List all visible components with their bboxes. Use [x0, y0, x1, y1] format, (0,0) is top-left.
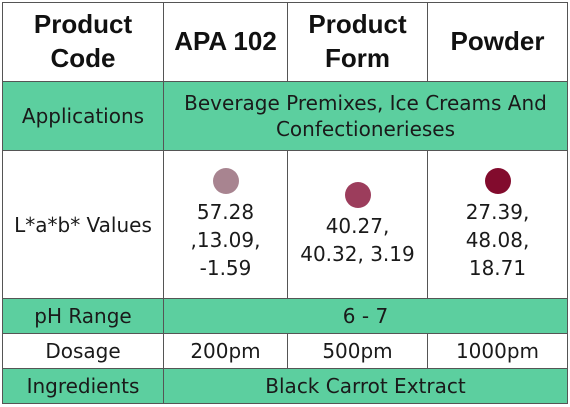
lab-value-line: ,13.09,	[190, 227, 261, 252]
dosage-value: 1000pm	[427, 333, 568, 369]
lab-value-line: 18.71	[468, 255, 527, 280]
ingredients-row: Ingredients Black Carrot Extract	[2, 368, 568, 404]
lab-value-line: 40.32, 3.19	[300, 241, 415, 266]
lab-sample-3: 27.39, 48.08, 18.71	[427, 150, 568, 299]
applications-row: Applications Beverage Premixes, Ice Crea…	[2, 81, 568, 151]
ph-range-value: 6 - 7	[163, 298, 568, 334]
ph-range-row: pH Range 6 - 7	[2, 298, 568, 334]
dosage-row: Dosage 200pm 500pm 1000pm	[2, 333, 568, 369]
ingredients-label: Ingredients	[2, 368, 164, 404]
color-swatch	[344, 181, 371, 208]
lab-value-line: 27.39,	[465, 199, 530, 224]
product-code-value: APA 102	[163, 2, 288, 82]
header-row: Product Code APA 102 Product Form Powder	[2, 2, 568, 82]
color-swatch	[212, 167, 239, 194]
lab-sample-2: 40.27, 40.32, 3.19	[287, 150, 428, 299]
lab-values-label: L*a*b* Values	[2, 150, 164, 299]
dosage-value: 500pm	[287, 333, 428, 369]
lab-value-line: -1.59	[199, 255, 252, 280]
dosage-label: Dosage	[2, 333, 164, 369]
color-swatch	[484, 167, 511, 194]
product-form-label: Product Form	[287, 2, 428, 82]
ph-range-label: pH Range	[2, 298, 164, 334]
ingredients-value: Black Carrot Extract	[163, 368, 568, 404]
product-form-value: Powder	[427, 2, 568, 82]
lab-values-row: L*a*b* Values 57.28 ,13.09, -1.59 40.27,…	[2, 150, 568, 299]
lab-sample-1: 57.28 ,13.09, -1.59	[163, 150, 288, 299]
lab-value-line: 48.08,	[465, 227, 530, 252]
dosage-value: 200pm	[163, 333, 288, 369]
applications-value: Beverage Premixes, Ice Creams And Confec…	[163, 81, 568, 151]
product-code-label: Product Code	[2, 2, 164, 82]
applications-label: Applications	[2, 81, 164, 151]
lab-value-line: 40.27,	[325, 213, 390, 238]
lab-value-line: 57.28	[196, 199, 255, 224]
